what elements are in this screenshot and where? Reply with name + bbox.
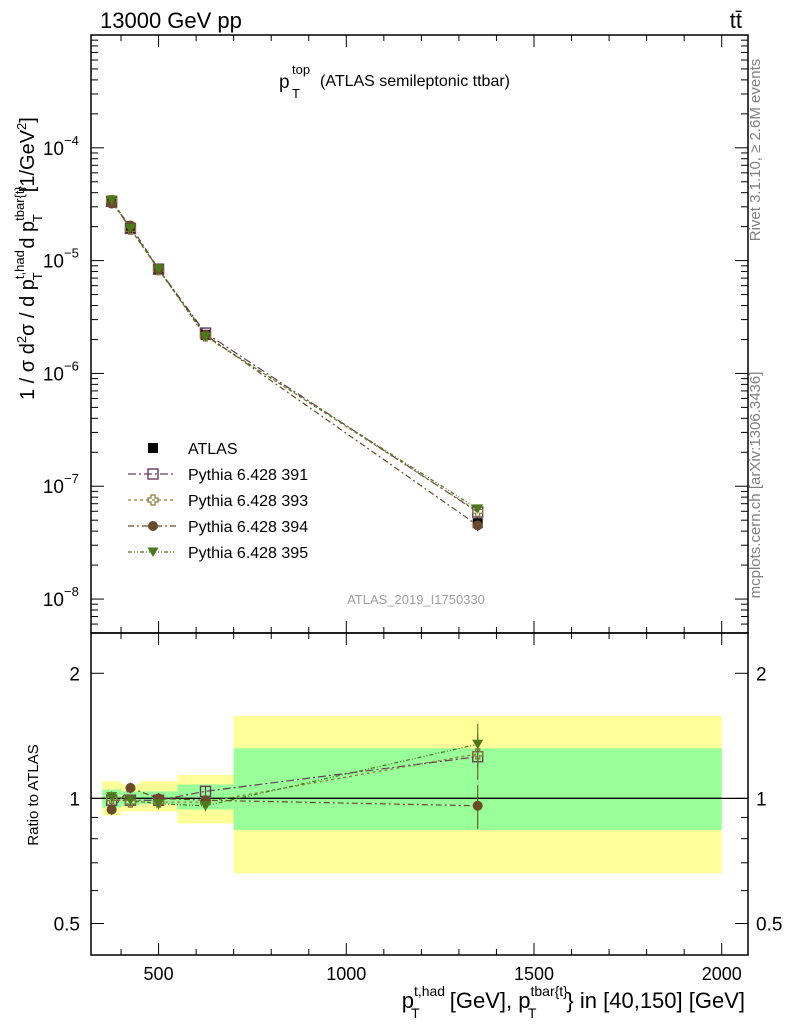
- ratio-tick-label-right-2: 0.5: [756, 915, 782, 936]
- top-line-4: [111, 199, 479, 510]
- ratio-point-s3-4: [472, 739, 484, 750]
- top-point-s4-4: [472, 504, 484, 514]
- top-point-s3-4: [472, 520, 483, 531]
- ratio-point-s2-1: [125, 782, 136, 793]
- header-left: 13000 GeV pp: [100, 8, 242, 33]
- legend: ATLAS Pythia 6.428 391 Pythia 6.428 393 Pyt…: [128, 441, 308, 562]
- y-tick-label-top-exp-3: −7: [64, 471, 79, 486]
- top-ylabel: 1 / σ d2σ / d pt,had T d ptbar{t} T[1/GeV2…: [12, 117, 45, 400]
- plot-title-sup: top: [292, 62, 310, 77]
- y-tick-label-top-3: 10: [43, 477, 64, 498]
- xlabel: pt,had T [GeV], ptbar{t} T} in [40,150] [G…: [402, 983, 745, 1021]
- ratio-point-s3-1: [124, 795, 136, 806]
- y-tick-label-top-exp-0: −4: [64, 133, 79, 148]
- legend-marker-1: [147, 468, 159, 480]
- legend-label-4: Pythia 6.428 395: [188, 545, 308, 562]
- plot-title-main: p: [279, 72, 290, 93]
- ratio-tick-label-right-0: 2: [756, 664, 767, 685]
- ratio-line-0: [111, 756, 478, 801]
- x-tick-label-1: 1000: [326, 964, 366, 984]
- y-tick-label-top-exp-1: −5: [64, 246, 79, 261]
- x-tick-label-2: 1500: [514, 964, 554, 984]
- ratio-point-s3-0: [106, 792, 118, 802]
- y-tick-label-top-0: 10: [43, 139, 64, 160]
- ratio-tick-label-right-1: 1: [756, 789, 767, 810]
- top-line-2: [111, 200, 479, 512]
- legend-marker-3: [148, 521, 158, 531]
- ratio-line-1: [111, 753, 478, 803]
- ratio-uncertainty-bands: [102, 715, 722, 874]
- y-tick-label-top-1: 10: [43, 252, 64, 273]
- y-tick-label-top-4: 10: [43, 590, 64, 611]
- top-point-s4-1: [124, 223, 136, 234]
- mcplots-label: mcplots.cern.ch [arXiv:1306.3436]: [747, 372, 764, 599]
- header-right: tt̄: [730, 8, 742, 33]
- legend-marker-0: [148, 443, 158, 453]
- ratio-line-3: [111, 743, 478, 807]
- plot-title-sub: T: [292, 86, 300, 101]
- ratio-tick-label-left-1: 1: [69, 789, 80, 810]
- top-point-s4-3: [200, 332, 212, 342]
- ratio-point-s3-2: [153, 799, 165, 809]
- ratio-panel-frame: [90, 632, 749, 956]
- ratio-point-s1-4: [472, 748, 484, 760]
- top-line-1: [111, 201, 479, 513]
- legend-marker-4: [147, 547, 159, 557]
- legend-label-0: ATLAS: [188, 441, 238, 458]
- top-point-s4-0: [106, 195, 118, 205]
- ratio-point-s2-4: [472, 800, 483, 811]
- top-point-s4-2: [153, 264, 165, 275]
- plot-title: p top T (ATLAS semileptonic ttbar): [279, 62, 510, 101]
- ratio-panel-marks: [102, 723, 722, 829]
- x-tick-label-3: 2000: [702, 964, 742, 984]
- rivet-label: Rivet 3.1.10, ≥ 2.6M events: [747, 59, 764, 242]
- y-tick-label-top-exp-4: −8: [64, 584, 79, 599]
- y-tick-label-top-2: 10: [43, 364, 64, 385]
- x-tick-label-0: 500: [144, 964, 174, 984]
- legend-label-3: Pythia 6.428 394: [188, 519, 308, 536]
- ratio-point-s2-0: [106, 804, 117, 815]
- ratio-tick-label-left-0: 2: [69, 664, 80, 685]
- ratio-point-s3-3: [200, 801, 212, 811]
- ratio-ylabel: Ratio to ATLAS: [25, 744, 42, 845]
- analysis-id: ATLAS_2019_I1750330: [347, 592, 485, 607]
- legend-marker-2: [147, 494, 159, 506]
- y-tick-label-top-exp-2: −6: [64, 358, 79, 373]
- legend-label-2: Pythia 6.428 393: [188, 493, 308, 510]
- ratio-tick-label-left-2: 0.5: [54, 915, 80, 936]
- plot-title-rest: (ATLAS semileptonic ttbar): [320, 73, 510, 90]
- top-panel-frame: [90, 34, 749, 634]
- top-panel-marks: [105, 195, 484, 532]
- legend-label-1: Pythia 6.428 391: [188, 467, 308, 484]
